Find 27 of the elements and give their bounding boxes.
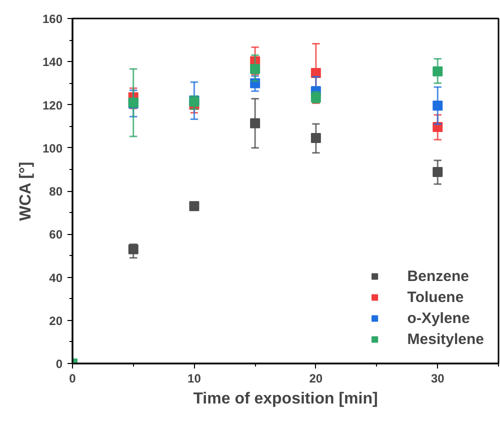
point [250,118,260,128]
legend-label: Benzene [407,268,469,284]
y-axis-title: WCA [°] [17,162,34,221]
x-tick-label: 20 [309,372,323,386]
y-tick-label: 100 [42,141,63,156]
legend-label: Toluene [407,288,464,306]
y-tick-label: 20 [49,314,63,328]
x-axis-title: Time of exposition [min] [193,390,378,408]
point [189,201,200,212]
x-tick-label: 30 [430,372,445,386]
point [310,132,321,143]
legend-label: Mesitylene [407,330,484,348]
x-tick-label: 0 [69,372,76,386]
y-tick-label: 140 [42,55,63,70]
point [432,66,443,76]
y-tick-label: 160 [42,12,63,26]
x-tick-label: 10 [188,372,202,386]
legend-label: o-Xylene [407,310,470,326]
y-tick-label: 40 [49,270,63,285]
point [432,100,443,111]
point [128,244,138,254]
y-tick-label: 0 [56,357,63,371]
point [432,167,443,178]
y-tick-label: 120 [42,98,63,112]
point [250,64,260,74]
y-tick-label: 60 [49,228,63,242]
y-tick-label: 80 [49,184,63,198]
